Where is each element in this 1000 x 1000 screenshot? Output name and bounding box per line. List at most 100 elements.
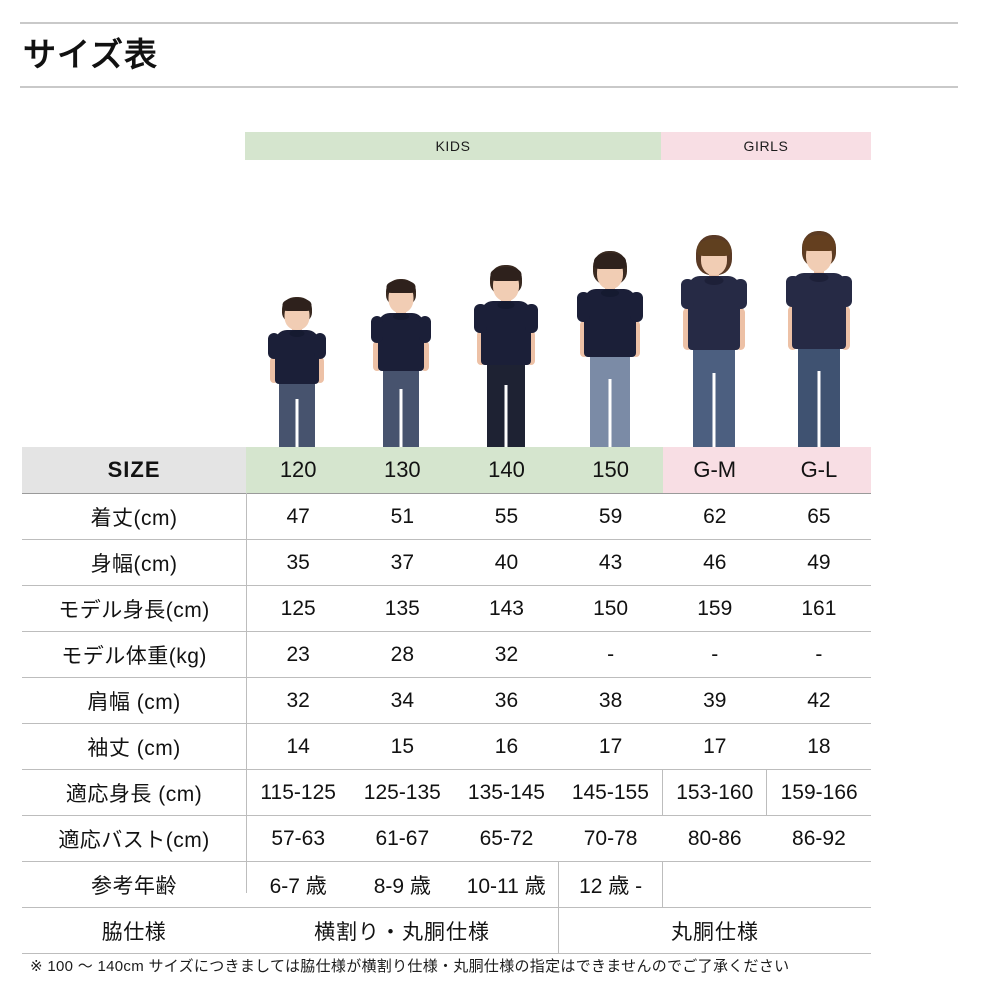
table-header-row: SIZE 120 130 140 150 G-M G-L [22, 447, 871, 494]
table-row: 着丈(cm) 47 51 55 59 62 65 [22, 493, 871, 540]
row-label-shoulder-width: 肩幅 (cm) [22, 677, 247, 724]
cell-fit-bust-gl: 86-92 [766, 815, 871, 862]
table-corner-size: SIZE [22, 447, 247, 494]
cell-model-weight-gl: - [766, 631, 871, 678]
table-row: 脇仕様 横割り・丸胴仕様 丸胴仕様 [22, 907, 871, 954]
column-header-120: 120 [246, 447, 351, 494]
cell-shoulder-width-gm: 39 [662, 677, 767, 724]
cell-chest-width-gl: 49 [766, 539, 871, 586]
cell-model-weight-140: 32 [454, 631, 559, 678]
cell-model-weight-120: 23 [246, 631, 351, 678]
title-block: サイズ表 [20, 22, 958, 88]
cell-model-height-130: 135 [350, 585, 455, 632]
row-label-reference-age: 参考年齢 [22, 861, 247, 908]
cell-shoulder-width-gl: 42 [766, 677, 871, 724]
category-banner: KIDS GIRLS [245, 132, 871, 160]
cell-sleeve-length-gl: 18 [766, 723, 871, 770]
table-row: 袖丈 (cm) 14 15 16 17 17 18 [22, 723, 871, 770]
cell-shoulder-width-150: 38 [558, 677, 663, 724]
cell-shoulder-width-130: 34 [350, 677, 455, 724]
cell-shoulder-width-120: 32 [246, 677, 351, 724]
cell-sleeve-length-120: 14 [246, 723, 351, 770]
column-header-gl: G-L [766, 447, 871, 494]
cell-body-length-130: 51 [350, 493, 455, 540]
title-rule-bottom [20, 86, 958, 88]
footnote-text: ※ 100 〜 140cm サイズにつきましては脇仕様が横割り仕様・丸胴仕様の指… [30, 958, 790, 975]
cell-fit-height-150: 145-155 [558, 769, 663, 816]
row-label-model-weight: モデル体重(kg) [22, 631, 247, 678]
cell-fit-height-140: 135-145 [454, 769, 559, 816]
cell-body-length-120: 47 [246, 493, 351, 540]
cell-model-weight-130: 28 [350, 631, 455, 678]
cell-chest-width-140: 40 [454, 539, 559, 586]
model-photo-130 [349, 205, 453, 447]
size-table: SIZE 120 130 140 150 G-M G-L 着丈(cm) 47 5… [22, 447, 871, 954]
cell-reference-age-gl [766, 861, 871, 908]
table-row: 肩幅 (cm) 32 34 36 38 39 42 [22, 677, 871, 724]
cell-body-length-gl: 65 [766, 493, 871, 540]
model-photo-140 [454, 205, 558, 447]
cell-sleeve-length-140: 16 [454, 723, 559, 770]
category-label-girls: GIRLS [661, 132, 871, 160]
column-header-gm: G-M [662, 447, 767, 494]
cell-model-height-120: 125 [246, 585, 351, 632]
row-label-chest-width: 身幅(cm) [22, 539, 247, 586]
cell-chest-width-150: 43 [558, 539, 663, 586]
cell-fit-bust-150: 70-78 [558, 815, 663, 862]
model-photo-strip [245, 205, 871, 447]
row-label-model-height: モデル身長(cm) [22, 585, 247, 632]
table-row: モデル体重(kg) 23 28 32 - - - [22, 631, 871, 678]
cell-fit-bust-130: 61-67 [350, 815, 455, 862]
table-row: 適応身長 (cm) 115-125 125-135 135-145 145-15… [22, 769, 871, 816]
title-rule-top [20, 22, 958, 24]
cell-chest-width-120: 35 [246, 539, 351, 586]
model-photo-120 [245, 205, 349, 447]
cell-body-length-gm: 62 [662, 493, 767, 540]
cell-reference-age-gm [662, 861, 767, 908]
row-label-body-length: 着丈(cm) [22, 493, 247, 540]
cell-shoulder-width-140: 36 [454, 677, 559, 724]
cell-fit-height-gm: 153-160 [662, 769, 768, 816]
cell-reference-age-140: 10-11 歳 [454, 861, 559, 908]
table-row: 適応バスト(cm) 57-63 61-67 65-72 70-78 80-86 … [22, 815, 871, 862]
model-photo-150 [558, 205, 662, 447]
cell-side-spec-girls: 丸胴仕様 [558, 907, 871, 954]
cell-sleeve-length-130: 15 [350, 723, 455, 770]
cell-fit-height-130: 125-135 [350, 769, 455, 816]
cell-sleeve-length-gm: 17 [662, 723, 767, 770]
cell-side-spec-kids: 横割り・丸胴仕様 [246, 907, 560, 954]
cell-chest-width-gm: 46 [662, 539, 767, 586]
cell-model-height-gm: 159 [662, 585, 767, 632]
cell-fit-bust-140: 65-72 [454, 815, 559, 862]
model-photo-gm [662, 205, 766, 447]
cell-model-weight-150: - [558, 631, 663, 678]
row-label-fit-height: 適応身長 (cm) [22, 769, 247, 816]
table-row: モデル身長(cm) 125 135 143 150 159 161 [22, 585, 871, 632]
column-header-130: 130 [350, 447, 455, 494]
cell-body-length-140: 55 [454, 493, 559, 540]
table-row: 身幅(cm) 35 37 40 43 46 49 [22, 539, 871, 586]
cell-sleeve-length-150: 17 [558, 723, 663, 770]
label-column-divider [246, 493, 247, 893]
cell-model-weight-gm: - [662, 631, 767, 678]
cell-reference-age-150: 12 歳 - [558, 861, 664, 908]
column-header-140: 140 [454, 447, 559, 494]
model-photo-gl [767, 205, 871, 447]
cell-fit-bust-gm: 80-86 [662, 815, 767, 862]
cell-fit-bust-120: 57-63 [246, 815, 351, 862]
category-label-kids: KIDS [245, 132, 661, 160]
cell-fit-height-120: 115-125 [246, 769, 351, 816]
cell-chest-width-130: 37 [350, 539, 455, 586]
row-label-fit-bust: 適応バスト(cm) [22, 815, 247, 862]
cell-reference-age-120: 6-7 歳 [246, 861, 351, 908]
cell-body-length-150: 59 [558, 493, 663, 540]
cell-model-height-gl: 161 [766, 585, 871, 632]
cell-model-height-150: 150 [558, 585, 663, 632]
row-label-sleeve-length: 袖丈 (cm) [22, 723, 247, 770]
table-row: 参考年齢 6-7 歳 8-9 歳 10-11 歳 12 歳 - [22, 861, 871, 908]
cell-reference-age-130: 8-9 歳 [350, 861, 455, 908]
row-label-side-spec: 脇仕様 [22, 907, 247, 954]
cell-fit-height-gl: 159-166 [766, 769, 871, 816]
column-header-150: 150 [558, 447, 663, 494]
page-title: サイズ表 [23, 36, 159, 73]
